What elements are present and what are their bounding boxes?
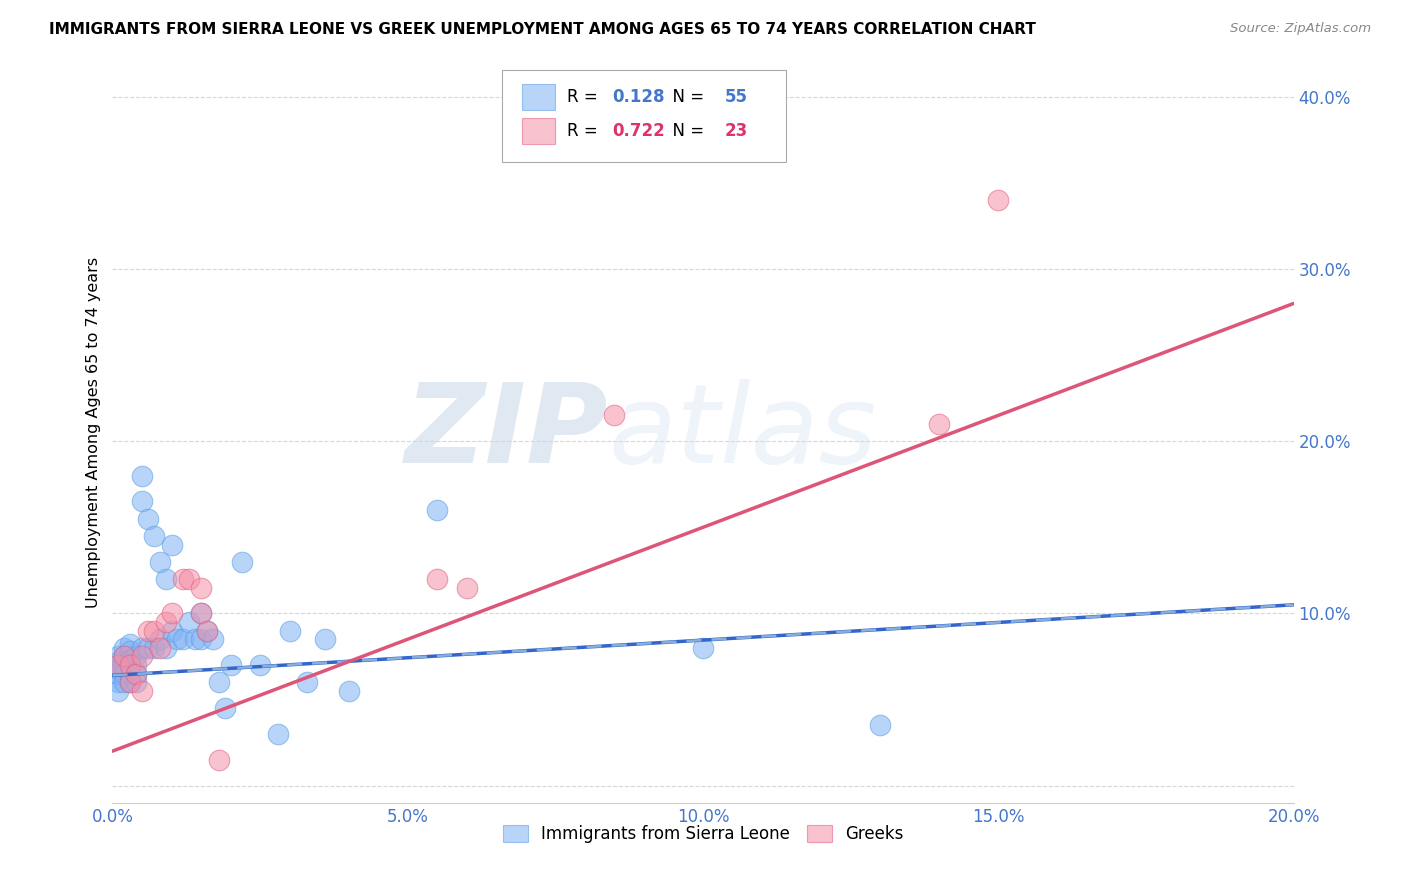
Point: [112, 658, 135, 673]
Point: [120, 644, 142, 658]
Point: [131, 468, 153, 483]
Point: [112, 675, 135, 690]
Point: [987, 193, 1010, 207]
Point: [107, 658, 129, 673]
Text: 23: 23: [724, 122, 748, 140]
FancyBboxPatch shape: [522, 84, 555, 111]
FancyBboxPatch shape: [502, 70, 786, 162]
Point: [142, 624, 165, 638]
Point: [166, 632, 188, 647]
Point: [131, 684, 153, 698]
Point: [297, 675, 319, 690]
Point: [426, 572, 449, 586]
Point: [928, 417, 950, 431]
Point: [149, 640, 172, 655]
Text: ZIP: ZIP: [405, 379, 609, 486]
Y-axis label: Unemployment Among Ages 65 to 74 years: Unemployment Among Ages 65 to 74 years: [86, 257, 101, 608]
Point: [112, 666, 135, 681]
Point: [426, 503, 449, 517]
Text: 0.722: 0.722: [612, 122, 665, 140]
Point: [179, 615, 201, 629]
Point: [190, 607, 212, 621]
Point: [201, 632, 224, 647]
Point: [179, 572, 201, 586]
Point: [136, 624, 159, 638]
Point: [112, 649, 135, 664]
FancyBboxPatch shape: [522, 119, 555, 145]
Point: [155, 615, 177, 629]
Point: [208, 675, 231, 690]
Point: [160, 537, 183, 551]
Point: [172, 572, 194, 586]
Point: [190, 607, 212, 621]
Point: [131, 649, 153, 664]
Point: [278, 624, 301, 638]
Point: [125, 658, 148, 673]
Text: N =: N =: [662, 122, 709, 140]
Point: [337, 684, 360, 698]
Point: [219, 658, 242, 673]
Point: [195, 624, 218, 638]
Point: [155, 572, 177, 586]
Point: [249, 658, 271, 673]
Point: [160, 607, 183, 621]
Point: [692, 640, 714, 655]
Point: [267, 727, 290, 741]
Point: [107, 655, 129, 669]
Point: [125, 649, 148, 664]
Point: [107, 666, 129, 681]
Point: [131, 494, 153, 508]
Point: [107, 684, 129, 698]
Text: R =: R =: [567, 122, 603, 140]
Point: [142, 640, 165, 655]
Text: atlas: atlas: [609, 379, 877, 486]
Point: [208, 753, 231, 767]
Point: [120, 666, 142, 681]
Point: [107, 661, 129, 675]
Point: [231, 555, 253, 569]
Point: [125, 666, 148, 681]
Point: [160, 624, 183, 638]
Point: [136, 512, 159, 526]
Point: [155, 640, 177, 655]
Point: [314, 632, 336, 647]
Point: [142, 529, 165, 543]
Point: [112, 640, 135, 655]
Point: [214, 701, 236, 715]
Point: [195, 624, 218, 638]
Point: [125, 675, 148, 690]
Point: [125, 666, 148, 681]
Point: [120, 637, 142, 651]
Point: [120, 675, 142, 690]
Point: [149, 632, 172, 647]
Point: [456, 581, 478, 595]
Text: 0.128: 0.128: [612, 88, 665, 106]
Point: [131, 640, 153, 655]
Point: [172, 632, 194, 647]
Point: [184, 632, 207, 647]
Point: [120, 658, 142, 673]
Text: N =: N =: [662, 88, 709, 106]
Point: [190, 581, 212, 595]
Point: [107, 649, 129, 664]
Legend: Immigrants from Sierra Leone, Greeks: Immigrants from Sierra Leone, Greeks: [496, 819, 910, 850]
Text: R =: R =: [567, 88, 603, 106]
Text: Source: ZipAtlas.com: Source: ZipAtlas.com: [1230, 22, 1371, 36]
Text: 55: 55: [724, 88, 747, 106]
Point: [120, 675, 142, 690]
Point: [107, 658, 129, 673]
Text: IMMIGRANTS FROM SIERRA LEONE VS GREEK UNEMPLOYMENT AMONG AGES 65 TO 74 YEARS COR: IMMIGRANTS FROM SIERRA LEONE VS GREEK UN…: [49, 22, 1036, 37]
Point: [107, 675, 129, 690]
Point: [603, 409, 626, 423]
Point: [120, 653, 142, 667]
Point: [136, 640, 159, 655]
Point: [149, 555, 172, 569]
Point: [112, 649, 135, 664]
Point: [190, 632, 212, 647]
Point: [869, 718, 891, 732]
